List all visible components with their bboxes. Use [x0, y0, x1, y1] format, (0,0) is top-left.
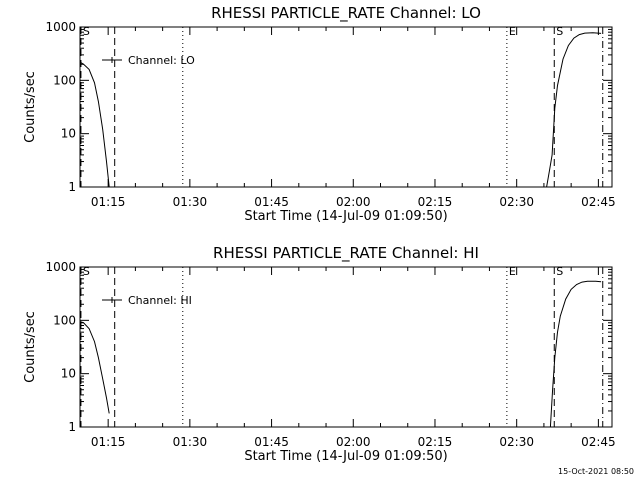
- y-tick-label: 100: [53, 313, 76, 327]
- event-marker-label: S: [83, 265, 90, 278]
- x-tick-label: 01:15: [91, 195, 126, 209]
- y-tick-label: 10: [61, 127, 76, 141]
- y-tick-label: 1000: [45, 20, 76, 34]
- event-marker-label: E: [509, 25, 516, 38]
- event-marker-label: S: [556, 25, 563, 38]
- plot-panel-1: RHESSI PARTICLE_RATE Channel: LO 1 10 100 10…: [23, 4, 616, 224]
- y-axis-label: Counts/sec: [23, 71, 38, 143]
- plot-frame: [79, 266, 613, 428]
- x-tick-label: 02:15: [418, 195, 453, 209]
- y-tick-label: 1: [68, 180, 76, 194]
- x-tick-label: 02:00: [336, 435, 371, 449]
- x-tick-label: 01:45: [254, 195, 289, 209]
- plot-panel-2: RHESSI PARTICLE_RATE Channel: HI 1 10 100 10…: [23, 244, 616, 464]
- event-marker-label: E: [509, 265, 516, 278]
- x-tick-label: 01:15: [91, 435, 126, 449]
- x-tick-label: 01:30: [173, 195, 208, 209]
- x-tick-label: 02:45: [581, 195, 616, 209]
- x-tick-label: 02:45: [581, 435, 616, 449]
- series-line: [549, 280, 602, 428]
- y-tick-label: 10: [61, 367, 76, 381]
- event-marker-label: S: [83, 25, 90, 38]
- x-tick-label: 02:15: [418, 435, 453, 449]
- series-line: [546, 32, 602, 188]
- event-marker-label: S: [556, 265, 563, 278]
- series-line: [79, 321, 110, 414]
- x-tick-label: 01:45: [254, 435, 289, 449]
- series-line: [79, 61, 110, 188]
- x-tick-label: 01:30: [173, 435, 208, 449]
- chart-title: RHESSI PARTICLE_RATE Channel: HI: [213, 244, 479, 263]
- x-axis-label: Start Time (14-Jul-09 01:09:50): [244, 209, 447, 224]
- x-axis-label: Start Time (14-Jul-09 01:09:50): [244, 449, 447, 464]
- x-tick-label: 02:30: [499, 195, 534, 209]
- plot-frame: [79, 26, 613, 188]
- y-tick-label: 1: [68, 420, 76, 434]
- x-tick-label: 02:00: [336, 195, 371, 209]
- timestamp-footer: 15-Oct-2021 08:50: [558, 467, 634, 476]
- y-tick-label: 1000: [45, 260, 76, 274]
- y-axis-label: Counts/sec: [23, 311, 38, 383]
- chart-title: RHESSI PARTICLE_RATE Channel: LO: [211, 4, 481, 23]
- y-tick-label: 100: [53, 73, 76, 87]
- legend-label: Channel: HI: [128, 294, 192, 307]
- x-tick-label: 02:30: [499, 435, 534, 449]
- legend-label: Channel: LO: [128, 54, 195, 67]
